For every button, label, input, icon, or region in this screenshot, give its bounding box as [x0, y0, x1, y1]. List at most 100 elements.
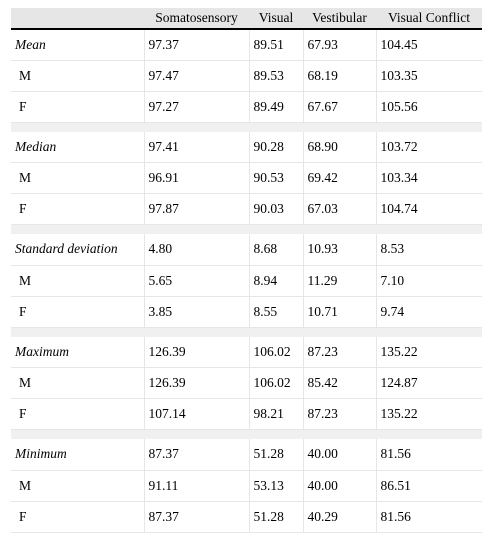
sex-label: F [11, 398, 144, 430]
header-visual: Visual [249, 8, 303, 30]
table-body: Mean 97.37 89.51 67.93 104.45 M 97.47 89.53 68.1… [11, 29, 482, 533]
value-somatosensory: 97.47 [143, 60, 249, 92]
header-vestibular: Vestibular [303, 8, 376, 30]
value-visual-conflict: 86.51 [375, 470, 482, 502]
sex-label: M [11, 265, 144, 297]
sex-label: M [11, 162, 144, 194]
value-visual: 8.68 [248, 234, 303, 266]
value-somatosensory: 87.37 [143, 439, 249, 471]
value-visual: 89.51 [248, 29, 303, 61]
value-vestibular: 10.71 [302, 296, 376, 328]
value-vestibular: 40.00 [302, 439, 376, 471]
sex-row: M 97.47 89.53 68.19 103.35 [11, 60, 482, 92]
value-somatosensory: 126.39 [143, 336, 249, 368]
sex-row: M 91.11 53.13 40.00 86.51 [11, 470, 482, 502]
value-somatosensory: 91.11 [143, 470, 249, 502]
value-somatosensory: 97.87 [143, 193, 249, 225]
value-visual-conflict: 81.56 [375, 501, 482, 533]
value-visual: 53.13 [248, 470, 303, 502]
value-vestibular: 40.29 [302, 501, 376, 533]
group-spacer [11, 327, 482, 337]
value-visual-conflict: 8.53 [375, 234, 482, 266]
value-visual: 51.28 [248, 439, 303, 471]
stat-label: Median [11, 131, 144, 163]
sex-label: F [11, 91, 144, 123]
group-spacer [11, 122, 482, 132]
value-somatosensory: 5.65 [143, 265, 249, 297]
value-vestibular: 10.93 [302, 234, 376, 266]
sex-label: F [11, 501, 144, 533]
sex-label: M [11, 470, 144, 502]
value-vestibular: 67.93 [302, 29, 376, 61]
stat-row: Mean 97.37 89.51 67.93 104.45 [11, 29, 482, 61]
value-vestibular: 68.19 [302, 60, 376, 92]
value-vestibular: 69.42 [302, 162, 376, 194]
value-visual: 8.55 [248, 296, 303, 328]
sex-row: F 97.27 89.49 67.67 105.56 [11, 91, 482, 123]
spacer-cell [11, 224, 482, 234]
value-somatosensory: 87.37 [143, 501, 249, 533]
value-vestibular: 87.23 [302, 336, 376, 368]
sex-label: M [11, 367, 144, 399]
value-visual: 90.03 [248, 193, 303, 225]
value-visual-conflict: 7.10 [375, 265, 482, 297]
value-visual-conflict: 103.34 [375, 162, 482, 194]
spacer-cell [11, 122, 482, 132]
stat-label: Minimum [11, 439, 144, 471]
value-visual: 98.21 [248, 398, 303, 430]
spacer-cell [11, 429, 482, 439]
value-visual-conflict: 135.22 [375, 336, 482, 368]
sex-label: M [11, 60, 144, 92]
value-visual: 89.49 [248, 91, 303, 123]
table-header: Somatosensory Visual Vestibular Visual C… [11, 8, 482, 30]
value-somatosensory: 96.91 [143, 162, 249, 194]
sex-row: M 5.65 8.94 11.29 7.10 [11, 265, 482, 297]
statistics-table: Somatosensory Visual Vestibular Visual C… [11, 8, 482, 533]
value-vestibular: 67.67 [302, 91, 376, 123]
value-visual: 90.53 [248, 162, 303, 194]
sex-row: M 96.91 90.53 69.42 103.34 [11, 162, 482, 194]
stat-row: Median 97.41 90.28 68.90 103.72 [11, 131, 482, 163]
sex-label: F [11, 296, 144, 328]
value-visual: 51.28 [248, 501, 303, 533]
sex-row: F 3.85 8.55 10.71 9.74 [11, 296, 482, 328]
value-visual-conflict: 104.45 [375, 29, 482, 61]
stat-label: Standard deviation [11, 234, 144, 266]
value-somatosensory: 97.27 [143, 91, 249, 123]
value-vestibular: 40.00 [302, 470, 376, 502]
value-somatosensory: 126.39 [143, 367, 249, 399]
value-vestibular: 68.90 [302, 131, 376, 163]
value-somatosensory: 97.41 [143, 131, 249, 163]
value-visual: 106.02 [248, 367, 303, 399]
value-visual-conflict: 9.74 [375, 296, 482, 328]
value-visual-conflict: 103.35 [375, 60, 482, 92]
value-somatosensory: 3.85 [143, 296, 249, 328]
value-vestibular: 67.03 [302, 193, 376, 225]
value-somatosensory: 107.14 [143, 398, 249, 430]
stat-row: Standard deviation 4.80 8.68 10.93 8.53 [11, 234, 482, 266]
value-visual-conflict: 124.87 [375, 367, 482, 399]
value-somatosensory: 97.37 [143, 29, 249, 61]
stat-label: Mean [11, 29, 144, 61]
value-somatosensory: 4.80 [143, 234, 249, 266]
group-spacer [11, 224, 482, 234]
stat-label: Maximum [11, 336, 144, 368]
value-vestibular: 11.29 [302, 265, 376, 297]
value-visual-conflict: 81.56 [375, 439, 482, 471]
value-visual: 90.28 [248, 131, 303, 163]
header-visual-conflict: Visual Conflict [376, 8, 482, 30]
value-visual-conflict: 104.74 [375, 193, 482, 225]
stat-row: Maximum 126.39 106.02 87.23 135.22 [11, 336, 482, 368]
value-visual-conflict: 135.22 [375, 398, 482, 430]
sex-row: F 97.87 90.03 67.03 104.74 [11, 193, 482, 225]
header-row: Somatosensory Visual Vestibular Visual C… [11, 8, 482, 30]
value-visual-conflict: 103.72 [375, 131, 482, 163]
value-vestibular: 87.23 [302, 398, 376, 430]
sex-row: F 107.14 98.21 87.23 135.22 [11, 398, 482, 430]
value-visual: 89.53 [248, 60, 303, 92]
group-spacer [11, 429, 482, 439]
stat-row: Minimum 87.37 51.28 40.00 81.56 [11, 439, 482, 471]
value-vestibular: 85.42 [302, 367, 376, 399]
header-corner [11, 8, 144, 30]
sex-row: F 87.37 51.28 40.29 81.56 [11, 501, 482, 533]
